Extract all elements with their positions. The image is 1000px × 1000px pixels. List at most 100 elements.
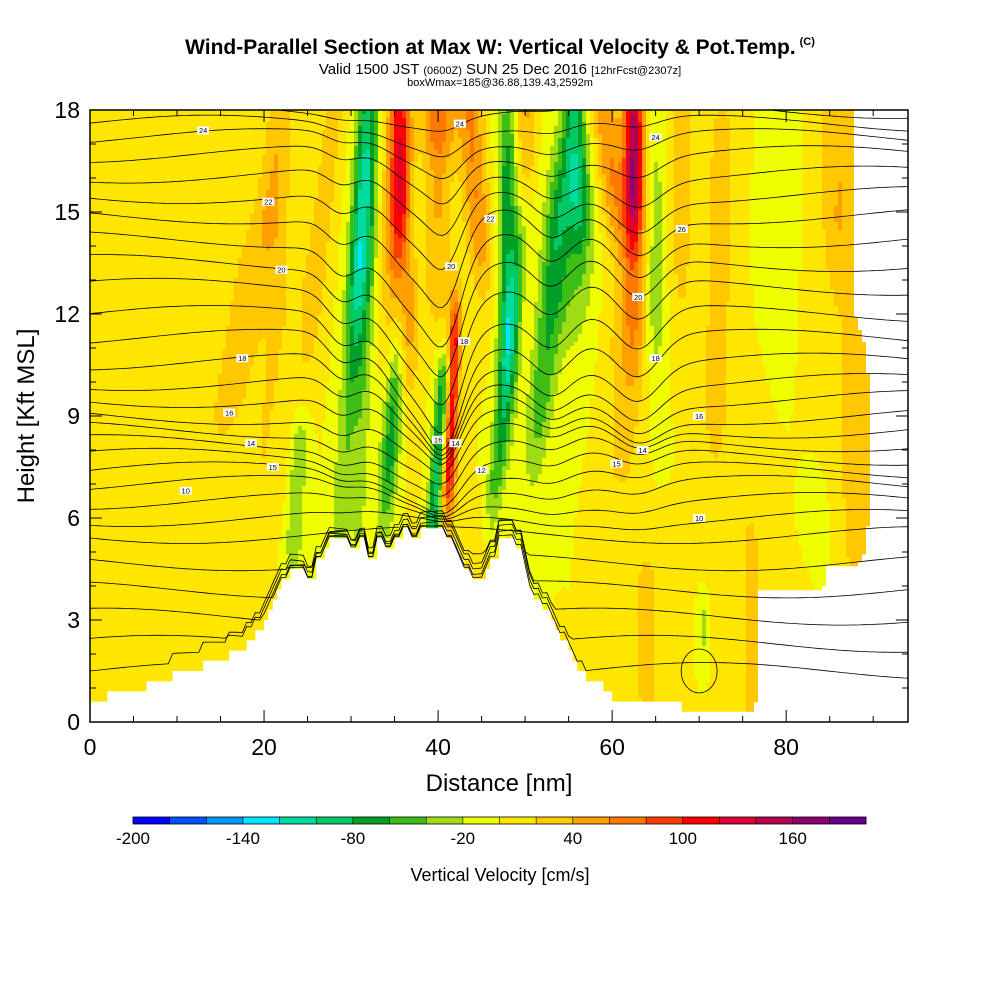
w-cell bbox=[378, 162, 382, 167]
w-cell bbox=[538, 162, 550, 167]
w-cell bbox=[598, 342, 610, 347]
w-cell bbox=[334, 302, 342, 307]
w-cell bbox=[90, 138, 266, 143]
w-cell bbox=[666, 230, 674, 235]
w-cell bbox=[630, 230, 634, 235]
w-cell bbox=[410, 226, 414, 231]
w-cell bbox=[386, 262, 390, 267]
w-cell bbox=[514, 170, 518, 175]
w-cell bbox=[466, 198, 486, 203]
w-cell bbox=[642, 350, 646, 355]
w-cell bbox=[378, 266, 382, 271]
w-cell bbox=[462, 418, 478, 423]
w-cell bbox=[506, 254, 514, 259]
w-cell bbox=[630, 198, 638, 203]
w-cell bbox=[378, 294, 382, 299]
w-cell bbox=[526, 266, 538, 271]
w-cell bbox=[370, 298, 374, 303]
w-cell bbox=[758, 326, 798, 331]
w-cell bbox=[502, 406, 506, 411]
w-cell bbox=[90, 134, 266, 139]
w-cell bbox=[374, 298, 378, 303]
w-cell bbox=[370, 286, 374, 291]
w-cell bbox=[630, 138, 638, 143]
w-cell bbox=[494, 338, 498, 343]
w-cell bbox=[358, 150, 362, 155]
w-cell bbox=[446, 398, 450, 403]
w-cell bbox=[614, 286, 622, 291]
w-cell bbox=[666, 286, 678, 291]
w-cell bbox=[730, 206, 750, 211]
w-cell bbox=[434, 210, 442, 215]
w-cell bbox=[502, 338, 506, 343]
w-cell bbox=[750, 238, 802, 243]
w-cell bbox=[286, 302, 302, 307]
w-cell bbox=[626, 262, 630, 267]
w-cell bbox=[570, 162, 578, 167]
w-cell bbox=[510, 118, 514, 123]
w-cell bbox=[366, 258, 370, 263]
w-cell bbox=[642, 158, 646, 163]
chart-title: Wind-Parallel Section at Max W: Vertical… bbox=[0, 36, 1000, 60]
w-cell bbox=[646, 126, 650, 131]
w-cell bbox=[634, 382, 642, 387]
w-cell bbox=[470, 234, 486, 239]
w-cell bbox=[582, 110, 586, 115]
w-cell bbox=[390, 174, 394, 179]
w-cell bbox=[350, 270, 354, 275]
w-cell bbox=[470, 214, 486, 219]
w-cell bbox=[266, 134, 290, 139]
w-cell bbox=[490, 250, 494, 255]
w-cell bbox=[402, 334, 406, 339]
w-cell bbox=[614, 202, 622, 207]
w-cell bbox=[362, 410, 370, 415]
w-cell bbox=[450, 194, 462, 199]
w-cell bbox=[302, 306, 322, 311]
w-cell bbox=[730, 254, 750, 259]
w-cell bbox=[342, 230, 346, 235]
w-cell bbox=[438, 406, 442, 411]
w-cell bbox=[402, 330, 406, 335]
w-cell bbox=[394, 186, 398, 191]
w-cell bbox=[90, 146, 266, 151]
w-cell bbox=[750, 206, 802, 211]
w-cell bbox=[558, 178, 562, 183]
w-cell bbox=[458, 386, 462, 391]
w-cell bbox=[494, 298, 498, 303]
w-cell bbox=[302, 350, 314, 355]
w-cell bbox=[370, 362, 378, 367]
w-cell bbox=[602, 182, 606, 187]
w-cell bbox=[406, 242, 410, 247]
w-cell bbox=[730, 210, 750, 215]
w-cell bbox=[690, 150, 714, 155]
w-cell bbox=[614, 438, 634, 443]
w-cell bbox=[542, 310, 546, 315]
w-cell bbox=[346, 330, 350, 335]
w-cell bbox=[390, 158, 394, 163]
w-cell bbox=[730, 266, 750, 271]
w-cell bbox=[370, 406, 382, 411]
w-cell bbox=[262, 230, 278, 235]
w-cell bbox=[362, 166, 370, 171]
w-cell bbox=[646, 262, 650, 267]
w-cell bbox=[310, 250, 326, 255]
w-cell bbox=[626, 254, 638, 259]
w-cell bbox=[498, 186, 502, 191]
w-cell bbox=[362, 346, 366, 351]
w-cell bbox=[262, 410, 270, 415]
w-cell bbox=[222, 370, 250, 375]
w-cell bbox=[374, 134, 378, 139]
w-cell bbox=[498, 374, 502, 379]
w-cell bbox=[498, 130, 502, 135]
w-cell bbox=[286, 230, 310, 235]
w-cell bbox=[538, 298, 542, 303]
w-cell bbox=[622, 294, 626, 299]
w-cell bbox=[602, 150, 622, 155]
w-cell bbox=[502, 366, 506, 371]
w-cell bbox=[338, 122, 350, 127]
w-cell bbox=[498, 298, 502, 303]
w-cell bbox=[322, 138, 338, 143]
w-cell bbox=[474, 158, 482, 163]
w-cell bbox=[402, 214, 406, 219]
w-cell bbox=[518, 242, 522, 247]
